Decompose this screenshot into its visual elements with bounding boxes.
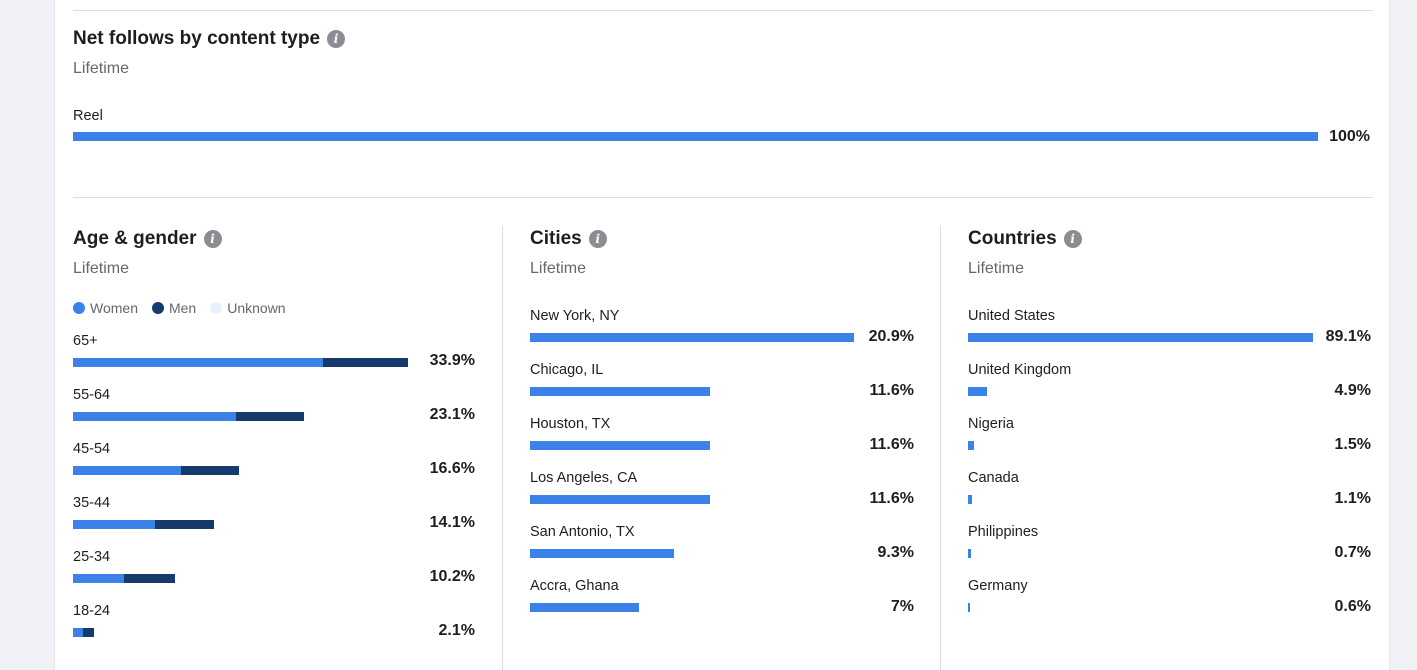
men-bar[interactable] bbox=[124, 574, 175, 583]
country-bar[interactable] bbox=[968, 333, 1313, 342]
city-value: 20.9% bbox=[868, 328, 914, 345]
country-value: 0.6% bbox=[1334, 598, 1371, 615]
cities-title: Cities i bbox=[530, 228, 607, 250]
content-type-bar[interactable] bbox=[73, 132, 1318, 141]
city-label: Los Angeles, CA bbox=[530, 470, 638, 486]
legend-men-label: Men bbox=[168, 300, 197, 316]
country-bar[interactable] bbox=[968, 495, 972, 504]
city-value: 11.6% bbox=[869, 436, 914, 453]
city-value: 7% bbox=[890, 598, 914, 615]
city-bar[interactable] bbox=[530, 387, 710, 396]
men-bar[interactable] bbox=[236, 412, 304, 421]
legend-unknown-label: Unknown bbox=[227, 300, 286, 316]
country-bar[interactable] bbox=[968, 441, 974, 450]
country-label: Canada bbox=[968, 470, 1019, 486]
age-gender-value: 33.9% bbox=[429, 352, 475, 369]
age-gender-legend: Women Men Unknown bbox=[73, 300, 286, 316]
insights-card: Net follows by content type i Lifetime R… bbox=[54, 0, 1390, 670]
content-type-subtitle: Lifetime bbox=[73, 60, 130, 77]
cities-title-text: Cities bbox=[530, 228, 582, 249]
men-bar[interactable] bbox=[323, 358, 408, 367]
city-bar[interactable] bbox=[530, 495, 710, 504]
info-icon[interactable]: i bbox=[327, 30, 346, 48]
city-label: San Antonio, TX bbox=[530, 524, 635, 540]
age-range-label: 55-64 bbox=[73, 387, 111, 403]
women-bar[interactable] bbox=[73, 466, 181, 475]
city-bar[interactable] bbox=[530, 549, 674, 558]
country-value: 89.1% bbox=[1325, 328, 1371, 345]
content-type-title-text: Net follows by content type bbox=[73, 28, 321, 49]
country-value: 0.7% bbox=[1334, 544, 1371, 561]
age-gender-subtitle: Lifetime bbox=[73, 260, 130, 277]
country-label: Germany bbox=[968, 578, 1028, 594]
legend-men[interactable]: Men bbox=[151, 300, 197, 316]
age-range-label: 45-54 bbox=[73, 441, 111, 457]
country-value: 1.5% bbox=[1334, 436, 1371, 453]
age-gender-title-text: Age & gender bbox=[73, 228, 197, 249]
info-icon[interactable]: i bbox=[1063, 230, 1082, 248]
age-range-label: 65+ bbox=[73, 333, 98, 349]
age-gender-title: Age & gender i bbox=[73, 228, 222, 250]
women-bar[interactable] bbox=[73, 520, 155, 529]
country-label: Nigeria bbox=[968, 416, 1014, 432]
men-bar[interactable] bbox=[83, 628, 94, 637]
legend-women[interactable]: Women bbox=[73, 300, 138, 316]
men-bar[interactable] bbox=[155, 520, 214, 529]
cities-subtitle: Lifetime bbox=[530, 260, 587, 277]
age-gender-value: 16.6% bbox=[429, 460, 475, 477]
info-icon[interactable]: i bbox=[588, 230, 607, 248]
city-bar[interactable] bbox=[530, 333, 854, 342]
content-type-label: Reel bbox=[73, 108, 103, 124]
men-bar[interactable] bbox=[181, 466, 239, 475]
city-value: 9.3% bbox=[877, 544, 914, 561]
country-label: United States bbox=[968, 308, 1056, 324]
content-type-value: 100% bbox=[1329, 128, 1370, 145]
legend-women-label: Women bbox=[90, 300, 138, 316]
column-divider bbox=[940, 226, 941, 670]
city-label: Accra, Ghana bbox=[530, 578, 619, 594]
content-type-title: Net follows by content type i bbox=[73, 28, 346, 50]
unknown-dot-icon bbox=[210, 302, 223, 314]
countries-title-text: Countries bbox=[968, 228, 1057, 249]
age-range-label: 25-34 bbox=[73, 549, 111, 565]
country-value: 1.1% bbox=[1334, 490, 1371, 507]
age-gender-value: 2.1% bbox=[438, 622, 475, 639]
women-bar[interactable] bbox=[73, 574, 124, 583]
age-gender-value: 10.2% bbox=[429, 568, 475, 585]
country-bar[interactable] bbox=[968, 387, 987, 396]
info-icon[interactable]: i bbox=[203, 230, 222, 248]
legend-unknown[interactable]: Unknown bbox=[210, 300, 286, 316]
men-dot-icon bbox=[151, 302, 164, 314]
top-divider bbox=[73, 10, 1373, 11]
city-bar[interactable] bbox=[530, 441, 710, 450]
age-gender-value: 23.1% bbox=[429, 406, 475, 423]
city-label: Chicago, IL bbox=[530, 362, 604, 378]
countries-title: Countries i bbox=[968, 228, 1082, 250]
country-bar[interactable] bbox=[968, 603, 970, 612]
city-label: Houston, TX bbox=[530, 416, 611, 432]
country-label: Philippines bbox=[968, 524, 1039, 540]
section-divider bbox=[73, 197, 1373, 198]
city-label: New York, NY bbox=[530, 308, 620, 324]
women-bar[interactable] bbox=[73, 358, 323, 367]
age-range-label: 35-44 bbox=[73, 495, 111, 511]
city-value: 11.6% bbox=[869, 382, 914, 399]
women-dot-icon bbox=[73, 302, 85, 314]
age-gender-value: 14.1% bbox=[429, 514, 475, 531]
women-bar[interactable] bbox=[73, 628, 83, 637]
country-bar[interactable] bbox=[968, 549, 971, 558]
city-bar[interactable] bbox=[530, 603, 639, 612]
women-bar[interactable] bbox=[73, 412, 236, 421]
city-value: 11.6% bbox=[869, 490, 914, 507]
country-label: United Kingdom bbox=[968, 362, 1072, 378]
country-value: 4.9% bbox=[1334, 382, 1371, 399]
countries-subtitle: Lifetime bbox=[968, 260, 1025, 277]
age-range-label: 18-24 bbox=[73, 603, 111, 619]
column-divider bbox=[502, 226, 503, 670]
